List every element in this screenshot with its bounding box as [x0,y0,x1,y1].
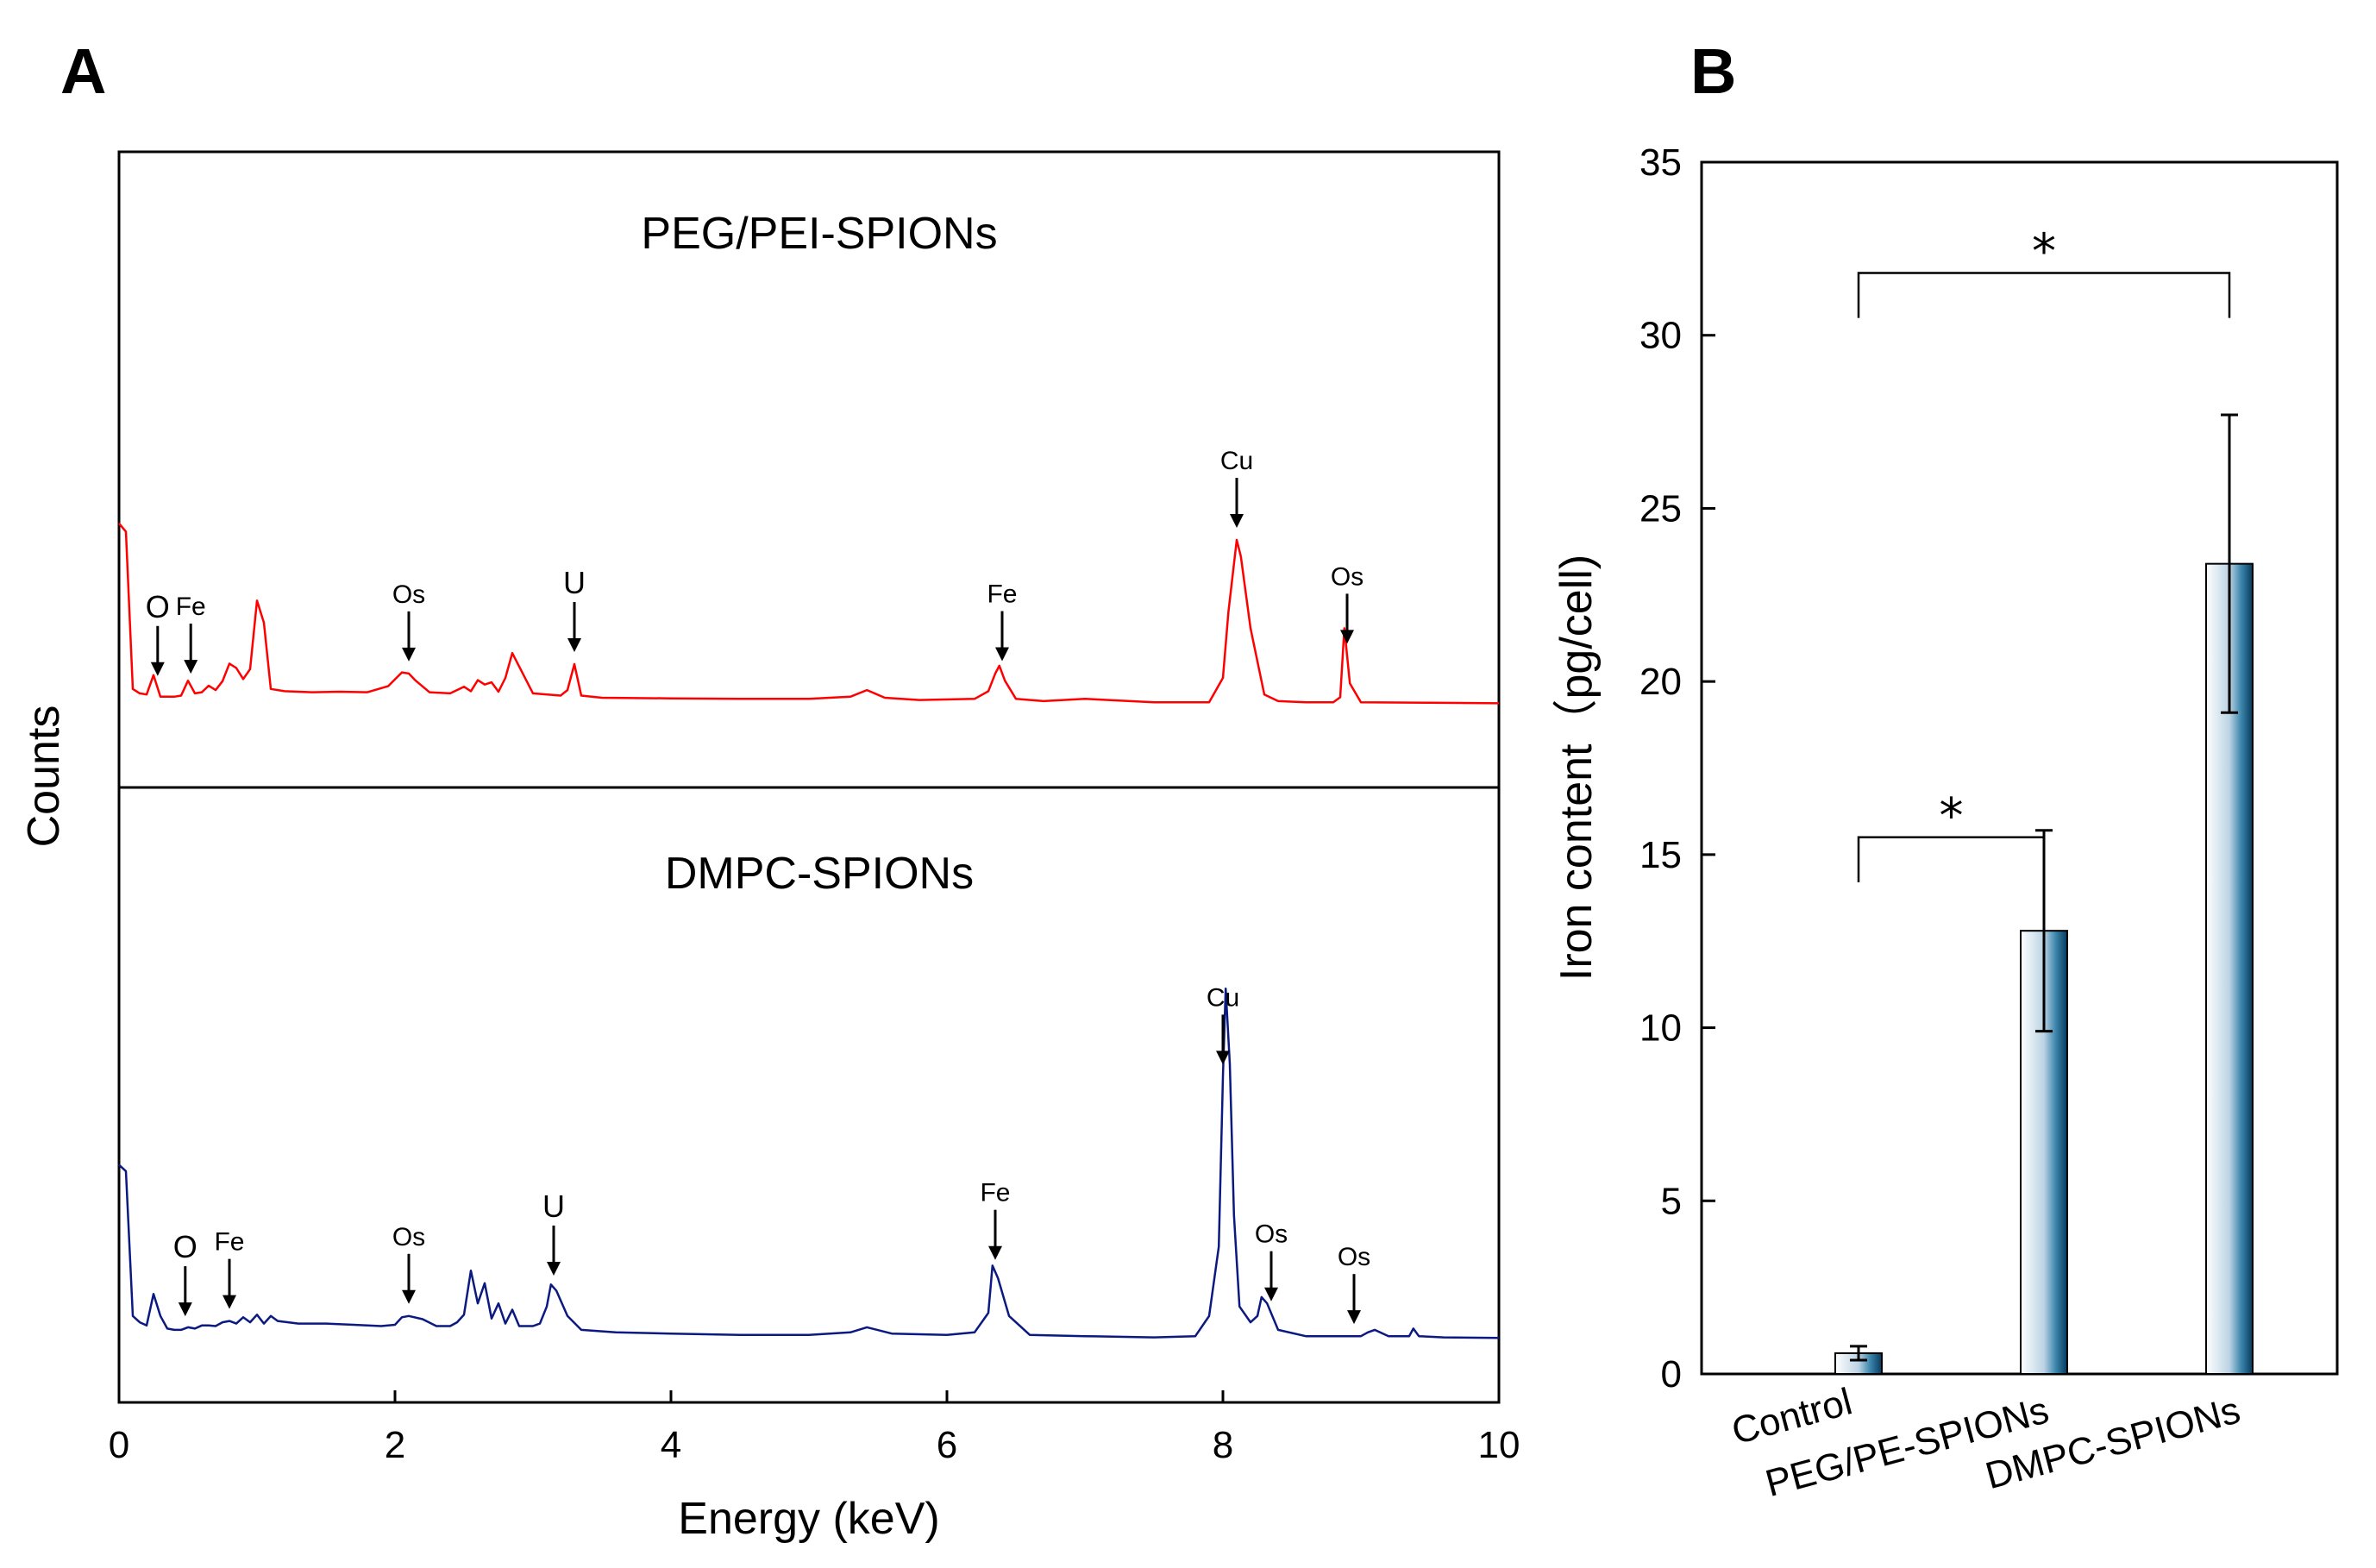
y-tick-label-5: 5 [1661,1180,1682,1222]
panel-label-b: B [1690,35,1736,107]
peak-label-u: U [542,1189,565,1224]
peak-label-o: O [173,1229,197,1264]
peak-annotation-fe-1: Fe [176,593,206,674]
significance-star: * [2032,223,2056,279]
peak-arrow-head [1264,1287,1278,1301]
peak-label-o: O [146,589,170,624]
peak-label-cu: Cu [1207,983,1239,1012]
peak-arrow-head [988,1245,1002,1260]
peak-annotation-u-10: U [542,1189,565,1276]
spectrum-line-dmpc [118,987,1500,1339]
y-tick-label-25: 25 [1639,487,1682,530]
peak-arrow-head [223,1295,236,1309]
peak-annotation-u-3: U [563,565,586,652]
peak-annotation-os-6: Os [1331,562,1364,644]
y-tick-label-0: 0 [1661,1353,1682,1396]
x-tick-label-0: 0 [109,1424,129,1466]
y-tick-label-15: 15 [1639,834,1682,876]
y-tick-label-35: 35 [1639,141,1682,184]
peak-label-os: Os [1255,1220,1288,1249]
peak-annotation-fe-4: Fe [987,580,1018,662]
peak-arrow-head [1347,1310,1361,1325]
x-tick-label-2: 2 [385,1424,405,1466]
peak-arrow-head [178,1302,192,1317]
peak-annotation-os-9: Os [392,1223,425,1304]
peak-arrow-head [567,638,581,652]
x-axis-title-energy: Energy (keV) [678,1494,939,1544]
peak-label-fe: Fe [214,1228,244,1257]
significance-bracket-1: * [1857,788,2046,882]
peak-label-fe: Fe [987,580,1017,609]
peak-label-os: Os [1331,562,1364,591]
bar-group-control [1834,1345,1883,1376]
spectrum-frame [117,150,1501,1404]
x-tick-label-10: 10 [1478,1424,1520,1466]
x-tick-label-4: 4 [661,1424,681,1466]
peak-arrow-head [1216,1051,1230,1065]
peak-annotation-cu-12: Cu [1207,983,1239,1065]
peak-label-u: U [563,565,586,600]
peak-arrow-head [184,660,198,674]
y-tick-label-20: 20 [1639,661,1682,703]
bar-group-dmpc-spions [2205,413,2254,1375]
significance-bracket-2: * [1857,223,2231,318]
x-tick-label-6: 6 [937,1424,957,1466]
series-title-bottom: DMPC-SPIONs [665,849,974,899]
y-axis-title-iron-content: Iron content（pg/cell) [1552,555,1602,981]
significance-star: * [1940,788,1964,844]
bracket-line [1857,272,2231,318]
category-label-control: Control [1727,1380,1857,1452]
peak-annotation-o-7: O [173,1229,197,1317]
bracket-line [1857,836,2046,882]
peak-arrow-head [402,1289,416,1304]
peak-label-os: Os [392,580,425,609]
peak-label-os: Os [392,1223,425,1251]
peak-arrow-head [1340,630,1354,644]
peak-annotation-cu-5: Cu [1220,447,1253,528]
peak-label-fe: Fe [176,593,206,621]
spectrum-line-peg-pei [118,522,1500,705]
peak-label-fe: Fe [980,1179,1010,1207]
peak-arrow-head [402,647,416,662]
peak-annotation-os-14: Os [1338,1243,1370,1325]
bar-group-peg-pe-spions [2020,829,2068,1375]
peak-annotation-o-0: O [146,589,170,676]
y-tick-label-10: 10 [1639,1007,1682,1050]
peak-annotation-fe-8: Fe [214,1228,245,1309]
peak-arrow-head [995,647,1009,662]
spectrum-chart: PEG/PEI-SPIONs DMPC-SPIONs O Fe Os U FeCuOsO… [19,150,1520,1544]
panel-label-a: A [60,35,106,107]
peak-annotation-os-2: Os [392,580,425,662]
peak-arrow-head [547,1261,561,1276]
peak-annotation-os-13: Os [1255,1220,1288,1301]
y-tick-label-30: 30 [1639,315,1682,357]
peak-arrow-head [1230,514,1244,528]
bar-frame [1700,160,2339,1376]
peak-label-os: Os [1338,1243,1370,1271]
peak-arrow-head [150,662,165,676]
peak-label-cu: Cu [1220,447,1253,475]
series-title-top: PEG/PEI-SPIONs [641,209,997,259]
x-tick-label-8: 8 [1213,1424,1233,1466]
y-axis-title-counts: Counts [19,706,69,848]
peak-annotation-fe-11: Fe [980,1179,1011,1260]
